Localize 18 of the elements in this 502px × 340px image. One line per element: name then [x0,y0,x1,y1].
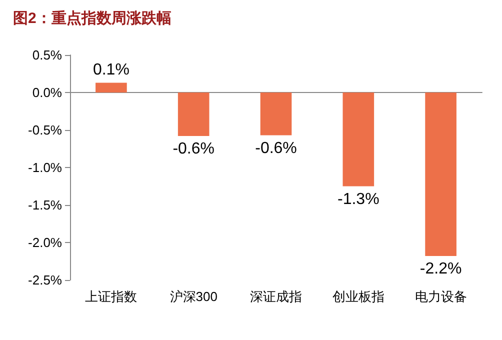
y-tick-label: 0.0% [32,85,62,100]
x-tick-label: 创业板指 [332,289,384,304]
x-tick-label: 电力设备 [414,289,467,304]
y-tick-label: -1.5% [28,198,62,212]
x-tick-label: 沪深300 [170,289,218,304]
y-tick-label: -0.5% [28,122,62,138]
data-label: -2.2% [420,260,462,278]
y-tick-label: -2.0% [28,235,62,250]
data-label: 0.1% [92,61,130,78]
y-tick-label: 0.5% [32,48,62,62]
y-tick-label: -2.5% [28,272,62,288]
x-tick-label: 深证成指 [250,289,302,304]
data-label: -0.6% [255,140,297,157]
data-label: -1.3% [338,190,380,208]
data-label: -0.6% [172,140,214,158]
chart-title: 图2：重点指数周涨跌幅 [13,10,172,27]
x-tick-label: 上证指数 [85,289,138,304]
y-tick-label: -1.0% [28,160,62,175]
